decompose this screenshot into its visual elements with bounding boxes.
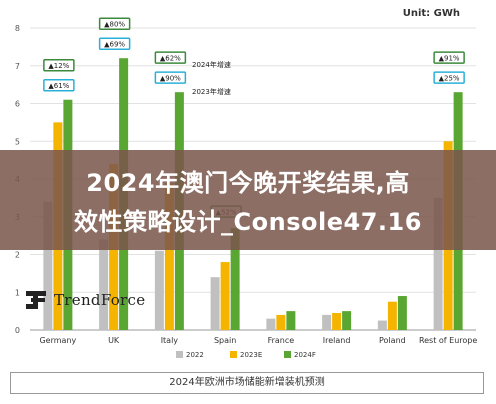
bar-2024F	[342, 311, 352, 330]
legend-label-2023E: 2023E	[240, 351, 262, 359]
growth-2023-label: ▲61%	[48, 82, 69, 90]
logo-text: TrendForce	[54, 291, 146, 309]
overlay-title-line-1: 2024年澳门今晚开奖结果,高	[86, 169, 410, 197]
bar-2022	[99, 239, 109, 330]
y-tick-label: 5	[15, 137, 20, 146]
growth-2023-label: ▲69%	[104, 41, 125, 49]
trendforce-logo: TrendForce	[24, 289, 145, 311]
growth-2023-label: ▲90%	[160, 75, 181, 83]
growth-2023-box	[43, 78, 75, 92]
title-overlay: 2024年澳门今晚开奖结果,高 效性策略设计_Console47.16	[0, 150, 496, 250]
x-tick-label: France	[268, 336, 295, 345]
bar-2022	[210, 277, 220, 330]
legend-swatch-2022	[176, 351, 183, 358]
bar-2022	[266, 318, 276, 330]
growth-2023-box	[98, 37, 131, 50]
bar-2023E	[387, 301, 397, 330]
y-tick-label: 1	[15, 288, 20, 297]
legend-label-2024F: 2024F	[294, 351, 316, 359]
x-tick-label: UK	[108, 336, 120, 345]
bar-2022	[43, 201, 53, 330]
legend-label-2022: 2022	[186, 351, 204, 359]
growth-2024-box	[43, 58, 75, 72]
y-tick-label: 2	[15, 251, 20, 260]
y-tick-label: 0	[15, 326, 20, 335]
unit-label: Unit: GWh	[402, 8, 460, 19]
growth-2024-key-label: 2024年增速	[192, 60, 231, 69]
x-tick-label: Poland	[379, 336, 406, 345]
growth-2023-label: ▲25%	[439, 75, 460, 83]
y-tick-label: 7	[15, 62, 20, 71]
growth-2023-box	[154, 71, 187, 84]
bar-2024F	[397, 296, 407, 330]
trendforce-logo-icon	[26, 291, 46, 309]
y-tick-label: 6	[15, 100, 20, 109]
bar-2023E	[332, 313, 342, 330]
growth-2024-label: ▲62%	[160, 55, 181, 63]
bar-2023E	[276, 314, 286, 330]
x-tick-label: Rest of Europe	[419, 336, 477, 345]
growth-2024-box	[98, 17, 131, 30]
chart-caption: 2024年欧洲市场储能新增装机预测	[10, 372, 484, 394]
x-tick-label: Italy	[161, 336, 179, 345]
x-tick-label: Ireland	[323, 336, 351, 345]
legend-swatch-2024F	[284, 351, 291, 358]
overlay-title-line-2: 效性策略设计_Console47.16	[74, 208, 422, 236]
growth-2024-label: ▲91%	[439, 55, 460, 63]
growth-2024-box	[433, 51, 465, 64]
bar-2022	[377, 320, 387, 330]
x-tick-label: Germany	[39, 336, 76, 345]
bar-2024F	[230, 228, 240, 330]
growth-2024-label: ▲80%	[104, 21, 125, 29]
bar-2022	[154, 250, 164, 330]
legend-swatch-2023E	[230, 351, 237, 358]
x-tick-label: Spain	[214, 336, 236, 345]
bar-2024F	[286, 311, 296, 330]
bar-2023E	[164, 182, 174, 330]
bar-2022	[433, 197, 443, 330]
growth-2024-box	[154, 51, 187, 64]
growth-2023-box	[433, 71, 465, 84]
bar-2022	[322, 314, 332, 330]
bar-2023E	[220, 262, 230, 330]
y-tick-label: 8	[15, 24, 20, 33]
growth-2023-key-label: 2023年增速	[192, 87, 231, 96]
growth-2024-label: ▲12%	[48, 62, 69, 70]
